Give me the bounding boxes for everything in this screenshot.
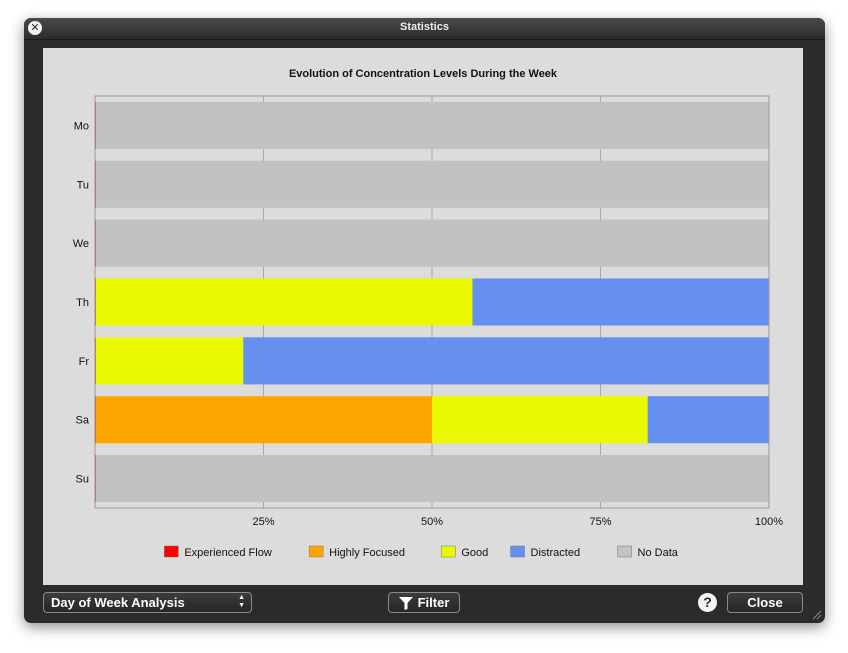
y-tick-label-mo: Mo [74, 120, 89, 132]
bottom-toolbar: Day of Week Analysis ▲ ▼ Filter ? Close [24, 585, 825, 623]
legend-swatch-highly-focused [308, 545, 324, 558]
legend-swatch-distracted [510, 545, 525, 558]
stacked-bar-chart: Evolution of Concentration Levels During… [73, 68, 784, 559]
filter-button[interactable]: Filter [388, 592, 460, 613]
bar-mo-no-data [95, 101, 769, 149]
resize-grip-icon[interactable] [812, 610, 822, 620]
window-title: Statistics [400, 21, 449, 33]
bar-tu-no-data [95, 160, 769, 208]
close-button[interactable]: Close [727, 592, 803, 613]
bar-th-good [95, 278, 473, 326]
x-tick-label-0: 25% [252, 516, 274, 528]
legend-label-highly-focused: Highly Focused [329, 547, 405, 559]
bar-th-distracted [472, 278, 769, 326]
window-close-icon[interactable]: ✕ [28, 21, 42, 35]
legend-label-no-data: No Data [638, 547, 679, 559]
plot-border [94, 95, 770, 509]
bar-fr-good [95, 337, 244, 385]
x-tick-label-3: 100% [755, 516, 783, 528]
analysis-type-value: Day of Week Analysis [51, 595, 185, 610]
legend-label-distracted: Distracted [531, 547, 581, 559]
statistics-window: ✕ Statistics Evolution of Concentration … [24, 18, 825, 623]
bar-sa-highly-focused [95, 396, 432, 444]
filter-button-label: Filter [417, 595, 450, 610]
legend-label-good: Good [461, 547, 488, 559]
bar-su-no-data [95, 455, 769, 503]
chart-title: Evolution of Concentration Levels During… [289, 68, 558, 80]
y-tick-label-sa: Sa [76, 415, 90, 427]
legend-swatch-experienced-flow [164, 545, 179, 558]
x-tick-label-1: 50% [421, 516, 443, 528]
y-tick-label-fr: Fr [79, 356, 90, 368]
bar-we-no-data [95, 219, 769, 267]
help-icon[interactable]: ? [698, 593, 717, 612]
filter-funnel-icon [398, 597, 413, 610]
x-tick-label-2: 75% [589, 516, 611, 528]
legend-label-experienced-flow: Experienced Flow [184, 547, 271, 559]
y-tick-label-th: Th [76, 297, 89, 309]
analysis-type-select[interactable]: Day of Week Analysis ▲ ▼ [43, 592, 252, 613]
bar-fr-distracted [243, 337, 769, 385]
select-arrows-icon: ▲ ▼ [238, 594, 245, 609]
chart-panel: Evolution of Concentration Levels During… [43, 48, 803, 585]
bar-sa-distracted [647, 396, 769, 444]
y-tick-label-we: We [73, 238, 89, 250]
y-tick-label-tu: Tu [77, 179, 89, 191]
title-bar[interactable]: ✕ Statistics [24, 18, 825, 40]
legend-swatch-no-data [617, 545, 632, 558]
legend-swatch-good [441, 545, 456, 558]
y-tick-label-su: Su [76, 474, 89, 486]
bar-sa-good [432, 396, 648, 444]
